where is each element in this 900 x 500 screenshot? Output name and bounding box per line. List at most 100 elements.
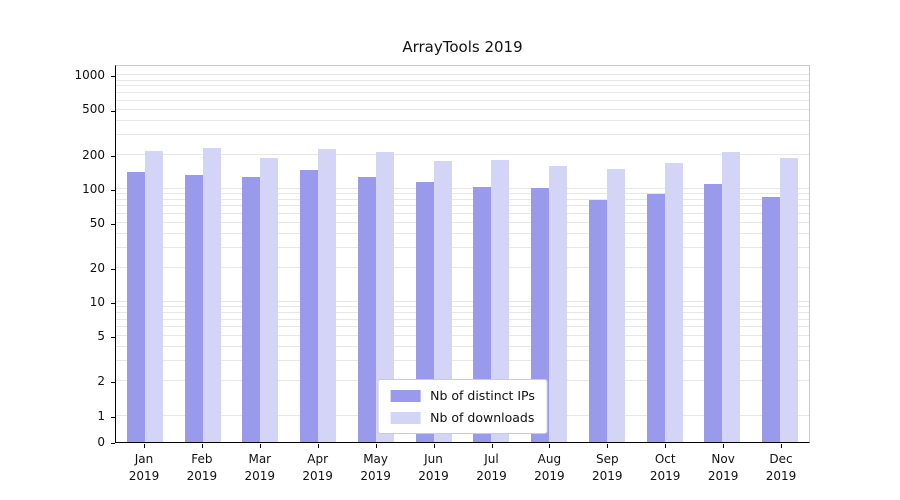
y-tick-mark	[111, 337, 115, 339]
bar-downloads-apr	[318, 148, 337, 442]
bar-distinct-ips-aug	[531, 188, 550, 442]
bar-group-nov	[694, 152, 752, 442]
gridline	[116, 119, 809, 121]
gridlines-layer	[116, 66, 809, 442]
bar-group-dec	[751, 157, 809, 442]
gridline	[116, 346, 809, 348]
gridline	[116, 301, 809, 303]
bar-group-jan	[116, 151, 174, 442]
bar-distinct-ips-mar	[242, 176, 261, 442]
gridline	[116, 267, 809, 268]
y-tick-mark	[111, 223, 115, 225]
x-tick-mark	[317, 444, 319, 448]
gridline	[116, 198, 809, 200]
legend-item-downloads: Nb of downloads	[390, 410, 535, 425]
gridline	[116, 91, 809, 93]
gridline	[116, 326, 809, 328]
y-tick-mark	[111, 76, 115, 78]
x-tick-label-nov: Nov 2019	[707, 452, 739, 483]
x-tick-mark	[144, 444, 145, 448]
gridline	[116, 221, 809, 223]
gridline	[116, 205, 809, 207]
x-tick-label-oct: Oct 2019	[649, 452, 681, 483]
bar-downloads-jun	[433, 161, 452, 442]
x-tick-mark	[375, 444, 377, 448]
y-tick-mark	[111, 416, 115, 418]
x-tick-label-aug: Aug 2019	[534, 452, 565, 483]
y-tick-label: 5	[97, 329, 105, 344]
legend-item-distinct-ips: Nb of distinct IPs	[390, 388, 535, 403]
x-tick-mark	[665, 444, 667, 448]
gridline	[116, 153, 809, 155]
bar-group-feb	[174, 147, 232, 442]
bar-downloads-mar	[260, 158, 279, 442]
legend: Nb of distinct IPs Nb of downloads	[377, 379, 548, 434]
x-tick-mark	[201, 444, 203, 448]
y-tick-label: 1000	[74, 68, 105, 83]
gridline	[116, 133, 809, 135]
gridline	[116, 212, 809, 214]
x-tick-label-mar: Mar 2019	[244, 452, 276, 483]
y-tick-mark	[111, 303, 115, 305]
plot-area: Nb of distinct IPs Nb of downloads	[115, 65, 810, 443]
x-tick-mark	[433, 444, 435, 448]
bar-group-jun	[405, 161, 463, 442]
gridline	[116, 335, 809, 337]
bar-distinct-ips-jul	[473, 187, 492, 442]
legend-label-distinct-ips: Nb of distinct IPs	[430, 388, 535, 403]
x-tick-label-may: May 2019	[360, 452, 391, 483]
x-tick-label-feb: Feb 2019	[186, 452, 218, 483]
bar-group-mar	[232, 158, 290, 442]
bar-distinct-ips-jan	[126, 172, 145, 442]
gridline	[116, 99, 809, 101]
x-tick-mark	[723, 444, 725, 448]
x-tick-label-apr: Apr 2019	[302, 452, 333, 483]
bar-distinct-ips-oct	[646, 193, 665, 442]
legend-swatch-distinct-ips	[390, 389, 421, 402]
bar-downloads-aug	[549, 166, 568, 442]
bar-group-oct	[636, 162, 694, 442]
gridline	[116, 108, 809, 110]
x-tick-label-jan: Jan 2019	[128, 452, 160, 483]
gridline	[116, 187, 809, 189]
bar-group-jul	[463, 159, 521, 442]
y-tick-label: 1	[97, 408, 105, 423]
bar-group-sep	[578, 169, 636, 442]
bar-downloads-sep	[606, 169, 625, 442]
gridline	[116, 79, 809, 81]
y-tick-mark	[111, 269, 115, 270]
y-tick-label: 100	[82, 181, 105, 196]
bar-distinct-ips-dec	[762, 196, 781, 442]
y-tick-mark	[111, 189, 115, 191]
x-tick-mark	[781, 444, 782, 448]
gridline	[116, 74, 809, 76]
gridline	[116, 247, 809, 248]
bar-downloads-jan	[144, 151, 163, 442]
y-tick-label: 10	[89, 295, 105, 310]
y-tick-label: 0	[97, 435, 105, 449]
y-tick-mark	[111, 382, 115, 384]
y-tick-mark	[111, 443, 115, 444]
x-tick-label-sep: Sep 2019	[592, 452, 623, 483]
y-tick-mark	[111, 155, 115, 157]
y-tick-label: 50	[89, 215, 105, 230]
x-tick-mark	[491, 444, 493, 448]
bar-downloads-may	[375, 152, 394, 442]
bar-downloads-dec	[780, 157, 799, 442]
gridline	[116, 232, 809, 234]
chart-title: ArrayTools 2019	[402, 38, 523, 56]
bar-downloads-feb	[202, 147, 221, 442]
bars-layer	[116, 66, 809, 442]
bar-group-may	[347, 152, 405, 442]
y-tick-label: 20	[89, 261, 105, 275]
x-tick-mark	[607, 444, 609, 448]
y-tick-label: 500	[82, 102, 105, 117]
gridline	[116, 360, 809, 362]
x-tick-label-jun: Jun 2019	[418, 452, 449, 483]
gridline	[116, 192, 809, 194]
bar-downloads-nov	[722, 152, 741, 442]
bar-downloads-jul	[491, 159, 510, 442]
y-tick-label: 200	[82, 147, 105, 162]
bar-distinct-ips-nov	[704, 184, 723, 442]
